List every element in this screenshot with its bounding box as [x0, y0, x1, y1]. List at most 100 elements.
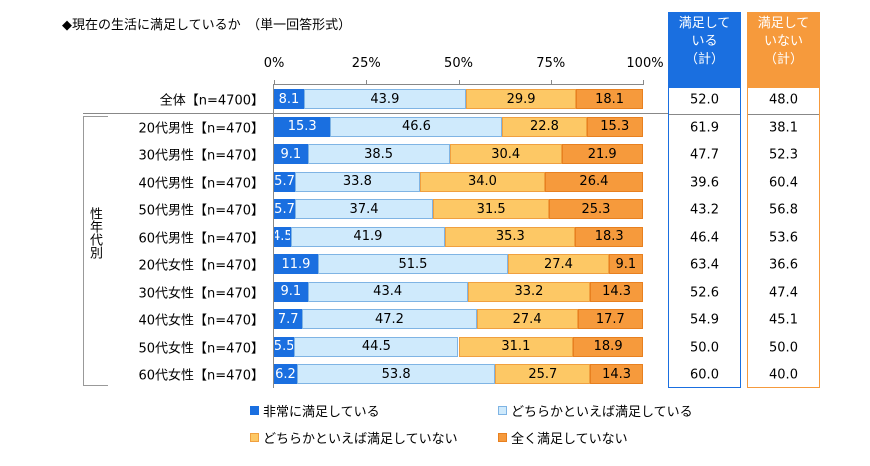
bar-segment: 4.5	[274, 226, 291, 247]
summary-value: 47.7	[690, 147, 719, 163]
bar-segment: 14.3	[590, 364, 643, 384]
bar-segment: 11.9	[274, 254, 318, 274]
summary-value: 46.4	[690, 230, 719, 245]
summary-header: 満足して いない （計）	[748, 13, 819, 88]
summary-value: 63.4	[690, 257, 719, 273]
legend-label: 全く満足していない	[511, 432, 628, 447]
bar-segment: 18.9	[573, 336, 643, 357]
summary-value: 40.0	[769, 367, 798, 383]
bar-segment: 27.4	[507, 254, 610, 274]
bar-segment: 22.8	[502, 116, 587, 137]
bar-segment: 6.2	[274, 364, 297, 384]
bar-segment: 44.5	[294, 336, 459, 357]
bar-segment: 17.7	[577, 309, 643, 329]
bar-segment: 53.8	[296, 364, 496, 384]
bar-segment: 15.3	[274, 116, 331, 137]
summary-value: 48.0	[769, 92, 798, 108]
legend-item: どちらかといえば満足していない	[250, 428, 458, 447]
bar-segment: 25.7	[495, 364, 591, 384]
summary-separator	[669, 114, 740, 115]
x-tick-mark	[274, 80, 275, 85]
summary-column: 満足して いない （計） 48.0 38.1 52.3 60.4 56.8 53.6 36.6…	[747, 12, 820, 388]
summary-value: 61.9	[690, 120, 719, 135]
bar-segment: 34.0	[419, 171, 546, 192]
legend-swatch	[250, 406, 259, 415]
legend-item: どちらかといえば満足している	[498, 401, 693, 420]
category-label: 全体【n=4700】	[159, 93, 264, 109]
summary-value: 45.1	[769, 312, 798, 328]
category-label: 20代男性【n=470】	[138, 121, 265, 136]
bar-segment: 38.5	[307, 144, 450, 164]
legend-item: 全く満足していない	[498, 428, 628, 447]
bar-segment: 43.4	[307, 281, 468, 302]
summary-value: 52.3	[769, 147, 798, 163]
bar-segment: 9.1	[274, 144, 308, 164]
summary-column: 満足して いる （計） 52.0 61.9 47.7 39.6 43.2 46.4 63.4 5…	[668, 12, 741, 388]
legend-label: どちらかといえば満足していない	[263, 432, 458, 447]
legend-swatch	[498, 433, 507, 442]
summary-value: 43.2	[690, 202, 719, 218]
bar-segment: 35.3	[445, 226, 576, 247]
bar-segment: 43.9	[303, 89, 466, 109]
summary-header: 満足して いる （計）	[669, 13, 740, 88]
bar-segment: 18.3	[575, 226, 643, 247]
x-tick-mark	[458, 80, 460, 85]
category-label: 20代女性【n=470】	[138, 258, 265, 274]
summary-value: 52.0	[690, 92, 719, 108]
x-tick-label: 100%	[626, 56, 664, 71]
category-label: 50代男性【n=470】	[138, 203, 265, 219]
x-tick-label: 25%	[351, 56, 381, 71]
summary-value: 52.6	[690, 285, 719, 300]
summary-value: 56.8	[769, 202, 798, 218]
summary-value: 54.9	[690, 312, 719, 328]
summary-value: 39.6	[690, 175, 719, 190]
legend-swatch	[250, 433, 259, 442]
bar-segment: 37.4	[295, 199, 434, 219]
x-tick-label: 0%	[263, 56, 285, 71]
bar-segment: 15.3	[586, 116, 643, 137]
category-label: 60代女性【n=470】	[138, 368, 265, 384]
summary-value: 36.6	[769, 257, 798, 273]
bar-segment: 27.4	[476, 309, 578, 329]
bar-segment: 33.2	[467, 281, 591, 302]
summary-value: 60.0	[690, 367, 719, 383]
x-tick-label: 75%	[536, 56, 566, 71]
bar-segment: 41.9	[290, 226, 446, 247]
bar-segment: 7.7	[274, 309, 303, 329]
x-tick-mark	[550, 80, 552, 85]
bar-segment: 5.7	[274, 199, 296, 219]
bar-segment: 5.5	[274, 336, 295, 357]
bar-segment: 8.1	[274, 89, 304, 109]
category-label: 30代女性【n=470】	[138, 286, 265, 301]
category-label: 40代女性【n=470】	[138, 313, 265, 329]
separator-line	[83, 113, 668, 114]
bar-segment: 29.9	[465, 89, 577, 109]
summary-separator	[748, 114, 819, 115]
x-tick-mark	[366, 80, 368, 85]
summary-value: 60.4	[769, 175, 798, 190]
summary-value: 47.4	[769, 285, 798, 300]
bar-segment: 46.6	[330, 116, 503, 137]
bar-segment: 21.9	[561, 144, 643, 164]
bar-segment: 47.2	[302, 309, 477, 329]
group-label: 性年代別	[87, 207, 102, 259]
bar-segment: 30.4	[449, 144, 562, 164]
x-tick-mark	[643, 80, 644, 85]
group-bracket: 性年代別	[83, 116, 108, 386]
bar-segment: 25.3	[549, 199, 643, 219]
legend-item: 非常に満足している	[250, 401, 380, 420]
y-axis-line	[273, 84, 274, 388]
category-label: 50代女性【n=470】	[138, 341, 265, 356]
bar-segment: 31.1	[458, 336, 574, 357]
x-tick-label: 50%	[444, 56, 473, 71]
x-axis-line	[274, 84, 643, 85]
legend-label: どちらかといえば満足している	[511, 405, 693, 420]
bar-segment: 14.3	[590, 281, 643, 302]
category-label: 60代男性【n=470】	[138, 231, 265, 246]
bar-segment: 5.7	[274, 171, 296, 192]
bar-segment: 31.5	[433, 199, 550, 219]
category-label: 30代男性【n=470】	[138, 148, 265, 164]
bar-segment: 26.4	[545, 171, 643, 192]
summary-value: 50.0	[690, 340, 719, 355]
bar-segment: 33.8	[295, 171, 420, 192]
